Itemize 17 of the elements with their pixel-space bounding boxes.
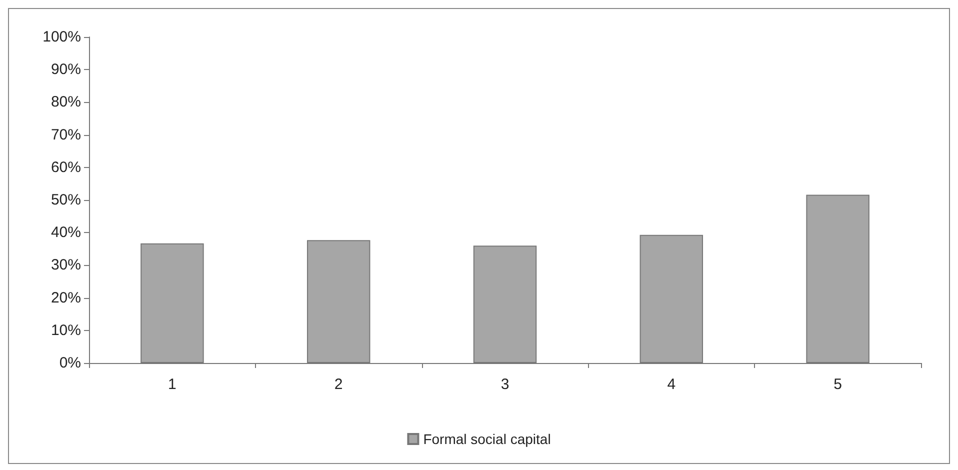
y-tick-label: 20% (50, 289, 81, 306)
y-tick-label: 90% (50, 61, 81, 78)
y-tick-label: 60% (50, 158, 81, 176)
x-tick-label: 2 (334, 376, 343, 393)
x-tick-label: 3 (500, 376, 510, 393)
y-tick-label: 30% (50, 256, 81, 274)
y-tick-label: 70% (50, 126, 81, 144)
y-tick-label: 10% (50, 322, 81, 339)
y-tick-label: 0% (59, 354, 81, 372)
y-tick-label: 80% (50, 94, 81, 111)
x-tick-label: 5 (834, 376, 842, 393)
x-tick-label: 1 (168, 376, 176, 393)
y-tick-label: 40% (50, 224, 81, 242)
y-tick-label: 100% (42, 28, 81, 46)
legend-label: Formal social capital (423, 431, 551, 447)
x-tick-label: 4 (667, 376, 676, 393)
y-tick-label: 50% (50, 192, 81, 208)
